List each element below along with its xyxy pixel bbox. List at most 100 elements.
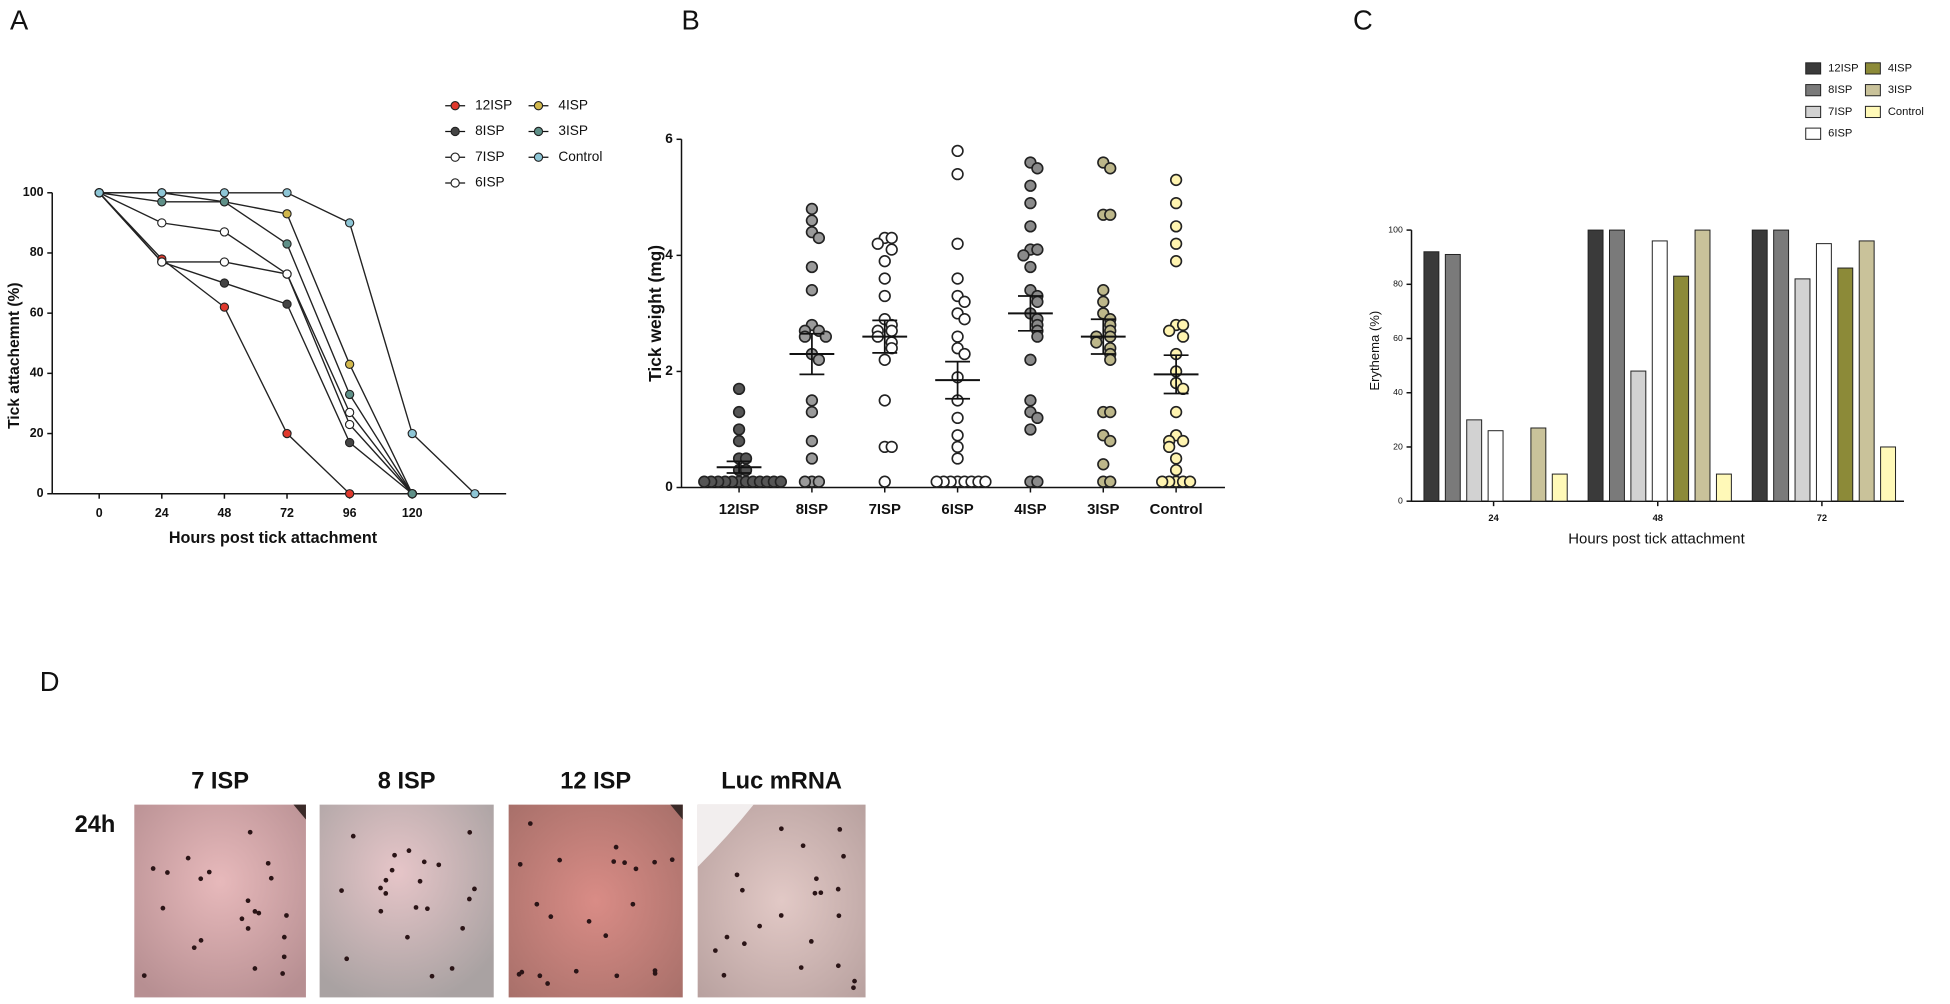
data-point <box>1090 336 1103 349</box>
photo-title: 8 ISP <box>378 768 436 794</box>
marker <box>219 278 230 288</box>
marker <box>344 437 355 448</box>
tick-bite <box>281 934 287 940</box>
data-point <box>951 272 964 285</box>
y-tick-label: 2 <box>665 363 673 378</box>
tick-bite <box>198 938 204 943</box>
data-point <box>1176 330 1190 343</box>
x-axis-title: Hours post tick attachment <box>1568 531 1745 548</box>
tick-bite <box>852 978 857 984</box>
y-axis-title: Tick attachemnt (%) <box>6 282 23 428</box>
data-point <box>1183 475 1197 488</box>
marker <box>219 302 230 312</box>
legend-label: Control <box>558 149 602 164</box>
marker <box>219 188 230 198</box>
tick-bite <box>835 886 841 892</box>
data-point <box>1169 463 1183 477</box>
y-tick-label: 20 <box>30 426 44 440</box>
bar <box>1858 240 1875 502</box>
tick-bite <box>239 916 245 922</box>
x-tick-label: 48 <box>1653 513 1663 523</box>
tick-bite <box>652 971 658 976</box>
data-point <box>885 324 898 337</box>
series-line <box>98 192 413 495</box>
legend-swatch <box>1805 62 1822 75</box>
x-tick-label: 3ISP <box>1087 501 1119 518</box>
marker <box>282 269 292 279</box>
x-tick-label: 4ISP <box>1014 501 1046 518</box>
data-point <box>732 382 746 396</box>
y-axis-title: Erythema (%) <box>1367 311 1382 391</box>
data-point <box>1017 249 1030 262</box>
data-point <box>878 289 891 303</box>
bar <box>1751 229 1768 502</box>
tick-bite <box>669 857 675 863</box>
tick-bite <box>467 830 473 835</box>
marker <box>94 188 104 198</box>
tick-bite <box>378 908 384 914</box>
data-point <box>878 272 891 285</box>
data-point <box>805 214 819 227</box>
tick-bite <box>851 985 856 991</box>
legend-label: 4ISP <box>1888 62 1912 74</box>
photo-fur <box>697 804 754 867</box>
tick-bite <box>818 890 824 896</box>
tick-bite <box>724 934 730 940</box>
data-point <box>812 231 826 245</box>
tick-bite <box>344 956 350 962</box>
tick-bite <box>841 853 846 859</box>
legend-swatch <box>1805 105 1822 119</box>
tick-bite <box>417 878 423 884</box>
data-point <box>1031 475 1044 488</box>
data-point <box>1024 394 1037 407</box>
y-tick-label: 60 <box>1393 333 1403 343</box>
row-label: 24h <box>75 812 116 838</box>
x-tick-label: 0 <box>96 506 103 520</box>
tick-bite <box>721 972 727 978</box>
tick-bite <box>265 860 271 866</box>
tick-bite <box>527 821 533 826</box>
data-point <box>805 202 819 216</box>
tick-bite <box>436 862 442 868</box>
tick-bite <box>449 966 455 971</box>
x-tick-label: 96 <box>343 506 357 520</box>
legend-label: 4ISP <box>558 97 588 112</box>
data-point <box>1169 196 1183 210</box>
tick-bite <box>798 965 804 970</box>
data-point <box>885 342 898 355</box>
data-point <box>885 243 898 256</box>
data-point <box>871 237 884 250</box>
tick-bite <box>630 901 636 907</box>
data-point <box>1031 295 1044 308</box>
legend-marker <box>533 152 544 162</box>
tick-bite <box>466 896 472 902</box>
legend-label: 6ISP <box>1828 128 1852 140</box>
data-point <box>1169 220 1183 233</box>
tick-bite <box>383 877 389 883</box>
marker <box>157 257 167 267</box>
data-point <box>951 411 964 425</box>
marker <box>219 227 230 237</box>
x-tick-label: 8ISP <box>796 501 828 518</box>
tick-bite <box>545 981 550 986</box>
tick-bite <box>741 941 747 947</box>
data-point <box>951 237 964 250</box>
tick-bite <box>206 869 212 875</box>
data-point <box>1024 260 1037 274</box>
bar <box>1673 275 1690 502</box>
tick-bite <box>534 901 540 907</box>
marker <box>470 489 480 499</box>
tick-bite <box>836 913 842 919</box>
tick-bite <box>548 914 554 920</box>
y-tick-label: 0 <box>1398 495 1403 505</box>
bar <box>1466 419 1483 502</box>
tick-bite <box>614 973 620 979</box>
marker <box>282 188 292 198</box>
data-point <box>1031 162 1044 175</box>
data-point <box>774 475 788 488</box>
data-point <box>878 475 891 488</box>
x-tick-label: 24 <box>155 506 169 520</box>
tick-bite <box>165 870 170 875</box>
data-point <box>951 429 964 442</box>
tick-bite <box>185 855 191 861</box>
